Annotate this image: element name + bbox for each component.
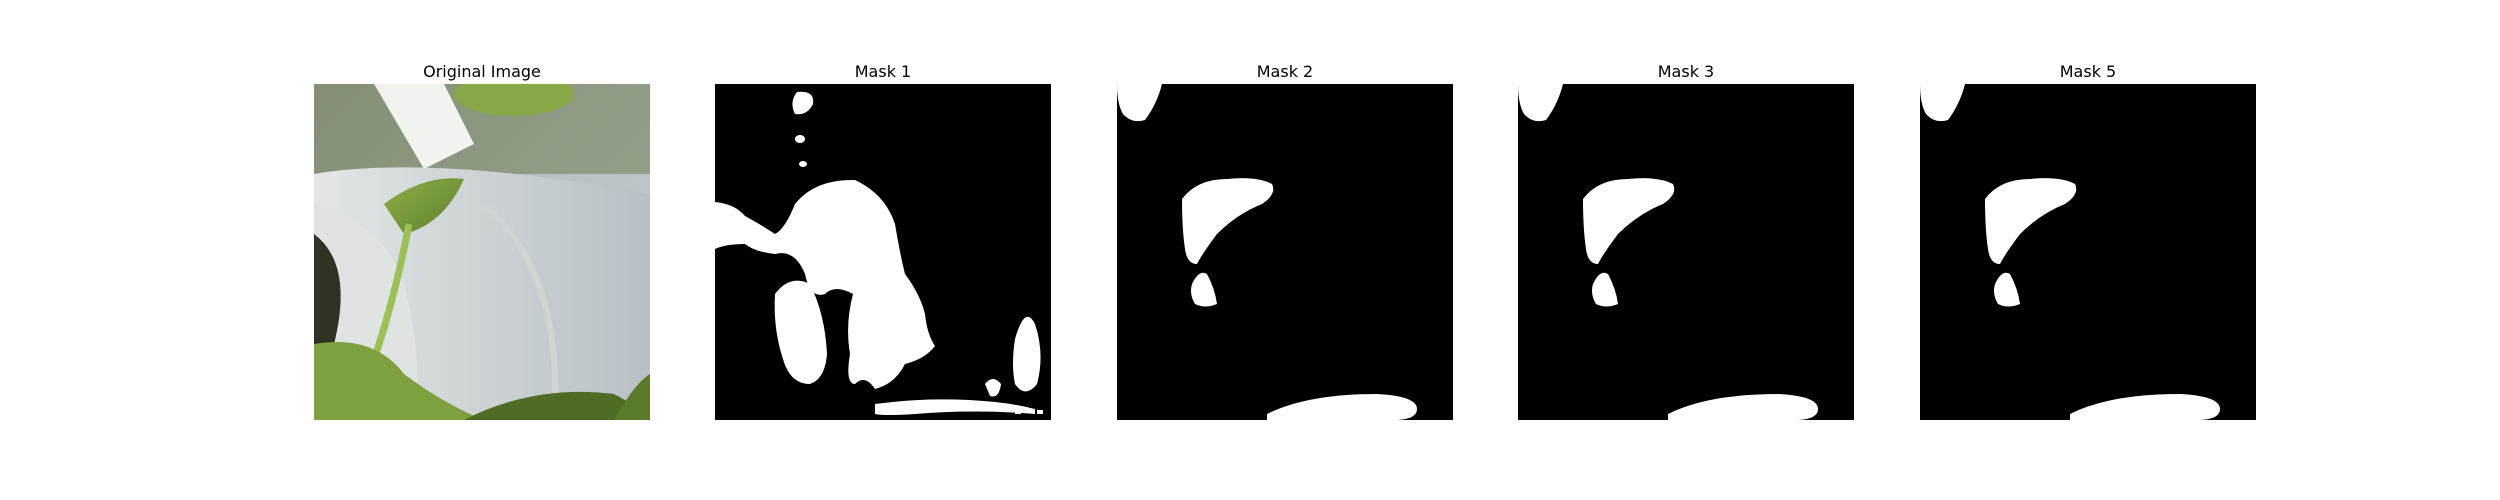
- mask-image: [1518, 84, 1854, 420]
- original-photo: [314, 84, 650, 420]
- panel-original-image: Original Image: [314, 60, 650, 420]
- panel-mask-5: Mask 5: [1920, 60, 2256, 420]
- mask-3-image: [1518, 84, 1854, 420]
- panel-title: Mask 3: [1657, 62, 1715, 81]
- panel-title: Mask 1: [854, 62, 912, 81]
- mask-image: [1117, 84, 1453, 420]
- panel-mask-3: Mask 3: [1518, 60, 1854, 420]
- panel-title: Original Image: [423, 62, 541, 81]
- panel-mask-1: Mask 1: [715, 60, 1051, 420]
- panel-title: Mask 2: [1256, 62, 1314, 81]
- panel-mask-2: Mask 2: [1117, 60, 1453, 420]
- mask-image: [715, 84, 1051, 420]
- mask-5-image: [1920, 84, 2256, 420]
- original-image: [314, 84, 650, 420]
- panel-title: Mask 5: [2059, 62, 2117, 81]
- mask-2-image: [1117, 84, 1453, 420]
- mask-image: [1920, 84, 2256, 420]
- mask-1-image: [715, 84, 1051, 420]
